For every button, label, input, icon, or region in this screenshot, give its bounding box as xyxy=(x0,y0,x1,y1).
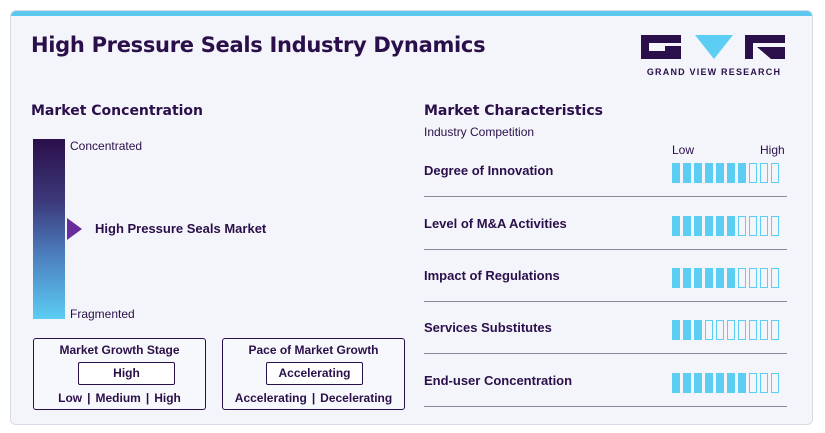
meter-segment-empty xyxy=(760,216,768,236)
meter-segment-filled xyxy=(672,163,680,183)
row-divider xyxy=(424,406,787,407)
meter-segment-empty xyxy=(760,373,768,393)
row-divider xyxy=(424,196,787,197)
meter-segment-filled xyxy=(727,216,735,236)
meter-segment-empty xyxy=(738,268,746,288)
row-divider xyxy=(424,353,787,354)
meter-segment-empty xyxy=(760,163,768,183)
meter-segment-filled xyxy=(694,268,702,288)
meter-segment-filled xyxy=(683,373,691,393)
meter-segment-empty xyxy=(771,320,779,340)
characteristic-row: Impact of Regulations xyxy=(424,268,787,320)
meter-segment-filled xyxy=(738,163,746,183)
pace-of-growth-box: Pace of Market Growth Accelerating Accel… xyxy=(222,338,405,410)
fragmented-label: Fragmented xyxy=(70,307,135,321)
row-divider xyxy=(424,301,787,302)
meter-segment-filled xyxy=(694,373,702,393)
meter-segment-empty xyxy=(705,320,713,340)
meter-segment-filled xyxy=(683,163,691,183)
characteristic-meter xyxy=(672,163,779,183)
meter-segment-empty xyxy=(771,373,779,393)
meter-segment-empty xyxy=(749,268,757,288)
meter-segment-filled xyxy=(705,216,713,236)
market-characteristics-heading: Market Characteristics xyxy=(424,103,603,119)
page-title: High Pressure Seals Industry Dynamics xyxy=(31,33,486,57)
meter-segment-filled xyxy=(727,163,735,183)
characteristic-label: Impact of Regulations xyxy=(424,268,560,283)
characteristic-row: Degree of Innovation xyxy=(424,163,787,215)
scale-high-label: High xyxy=(760,143,785,157)
meter-segment-filled xyxy=(683,320,691,340)
characteristic-label: End-user Concentration xyxy=(424,373,573,388)
card-top-accent-bar xyxy=(11,11,812,16)
market-position-arrow-icon xyxy=(67,218,82,240)
meter-segment-filled xyxy=(716,163,724,183)
grand-view-research-logo: GRAND VIEW RESEARCH xyxy=(639,33,789,83)
concentrated-label: Concentrated xyxy=(70,139,143,153)
growth-stage-title: Market Growth Stage xyxy=(59,343,180,357)
meter-segment-empty xyxy=(738,216,746,236)
characteristic-label: Level of M&A Activities xyxy=(424,216,567,231)
growth-stage-value: High xyxy=(78,362,175,385)
concentration-gradient-bar xyxy=(33,139,65,319)
meter-segment-filled xyxy=(716,268,724,288)
meter-segment-filled xyxy=(705,268,713,288)
characteristic-meter xyxy=(672,320,779,340)
industry-competition-subheading: Industry Competition xyxy=(424,125,535,139)
meter-segment-filled xyxy=(683,216,691,236)
characteristic-label: Degree of Innovation xyxy=(424,163,554,178)
market-growth-stage-box: Market Growth Stage High Low | Medium | High xyxy=(33,338,206,410)
meter-segment-filled xyxy=(727,268,735,288)
meter-segment-empty xyxy=(749,320,757,340)
row-divider xyxy=(424,249,787,250)
growth-pace-value: Accelerating xyxy=(266,362,363,385)
meter-segment-filled xyxy=(672,373,680,393)
characteristic-meter xyxy=(672,216,779,236)
meter-segment-filled xyxy=(694,320,702,340)
characteristic-meter xyxy=(672,268,779,288)
logo-text: GRAND VIEW RESEARCH xyxy=(646,67,782,77)
characteristic-row: Services Substitutes xyxy=(424,320,787,372)
meter-segment-empty xyxy=(749,163,757,183)
characteristic-row: End-user Concentration xyxy=(424,373,787,424)
growth-stage-option: Low xyxy=(58,391,83,405)
scale-low-label: Low xyxy=(672,143,695,157)
characteristic-row: Level of M&A Activities xyxy=(424,216,787,268)
meter-segment-empty xyxy=(760,268,768,288)
dynamics-card: High Pressure Seals Industry Dynamics GR… xyxy=(10,10,813,425)
market-position-label: High Pressure Seals Market xyxy=(95,221,267,236)
meter-segment-filled xyxy=(672,216,680,236)
market-concentration-heading: Market Concentration xyxy=(31,103,204,119)
logo-mark-icon xyxy=(641,35,785,59)
growth-pace-title: Pace of Market Growth xyxy=(248,343,379,357)
meter-segment-empty xyxy=(771,268,779,288)
meter-segment-filled xyxy=(705,163,713,183)
meter-segment-empty xyxy=(749,216,757,236)
characteristic-meter xyxy=(672,373,779,393)
meter-segment-filled xyxy=(727,373,735,393)
growth-pace-option: Accelerating xyxy=(234,391,307,405)
meter-segment-filled xyxy=(694,216,702,236)
meter-segment-filled xyxy=(705,373,713,393)
meter-segment-empty xyxy=(771,216,779,236)
characteristic-label: Services Substitutes xyxy=(424,320,552,335)
meter-segment-filled xyxy=(694,163,702,183)
meter-segment-filled xyxy=(716,373,724,393)
growth-stage-option: Medium xyxy=(95,391,141,405)
growth-pace-options: Accelerating | Decelerating xyxy=(234,391,393,405)
meter-segment-filled xyxy=(683,268,691,288)
meter-segment-empty xyxy=(771,163,779,183)
meter-segment-filled xyxy=(716,216,724,236)
meter-segment-empty xyxy=(760,320,768,340)
growth-stage-options: Low | Medium | High xyxy=(58,391,181,405)
growth-pace-option: Decelerating xyxy=(320,391,393,405)
meter-segment-empty xyxy=(727,320,735,340)
meter-segment-filled xyxy=(738,373,746,393)
meter-segment-filled xyxy=(672,268,680,288)
meter-segment-empty xyxy=(738,320,746,340)
meter-segment-empty xyxy=(749,373,757,393)
meter-segment-empty xyxy=(716,320,724,340)
growth-stage-option: High xyxy=(154,391,181,405)
meter-segment-filled xyxy=(672,320,680,340)
